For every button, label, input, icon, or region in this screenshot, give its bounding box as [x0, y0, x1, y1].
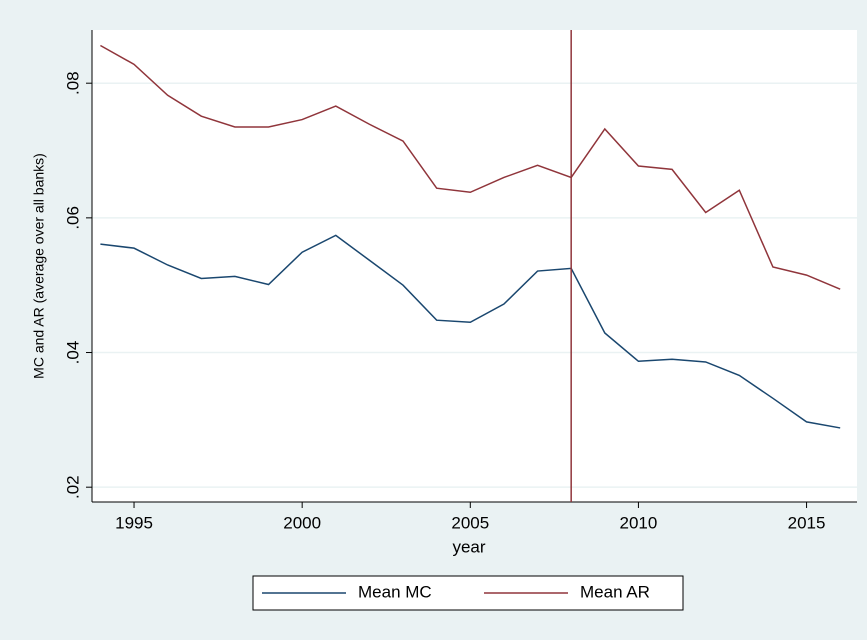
- series-line: [100, 234, 841, 429]
- y-tick-label: .08: [63, 71, 82, 95]
- x-tick-label: 2015: [788, 513, 826, 532]
- legend-label: Mean MC: [358, 582, 432, 601]
- legend-box: [252, 575, 684, 611]
- series-line: [100, 44, 841, 290]
- y-axis-label: MC and AR (average over all banks): [31, 153, 47, 379]
- legend-label: Mean AR: [580, 582, 650, 601]
- y-tick-label: .04: [63, 341, 82, 365]
- y-tick-label: .02: [63, 475, 82, 499]
- x-tick-label: 1995: [115, 513, 153, 532]
- plot-area: [92, 30, 857, 502]
- x-axis-label: year: [452, 537, 485, 556]
- x-tick-label: 2010: [620, 513, 658, 532]
- x-tick-label: 2000: [283, 513, 321, 532]
- x-tick-label: 2005: [451, 513, 489, 532]
- y-tick-label: .06: [63, 206, 82, 230]
